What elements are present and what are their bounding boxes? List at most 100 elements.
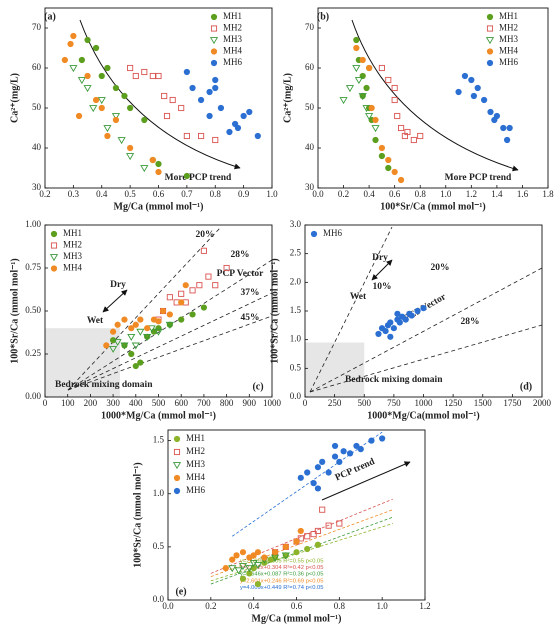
point	[83, 85, 92, 93]
point	[394, 112, 401, 120]
point	[402, 316, 409, 323]
point	[271, 549, 279, 556]
panel: 0.2 0.3 0.4 0.5 0.6 0.7 0.8 0.9 1.0 30 40 50 60 70 Mg/…	[9, 7, 278, 212]
y-tick-label: 3.0	[290, 219, 302, 229]
point	[92, 44, 100, 52]
y-tick-label: 50	[32, 102, 42, 112]
point	[372, 136, 379, 144]
legend-symbol	[173, 474, 181, 482]
point	[250, 552, 257, 559]
fit-equation: y=2.599x+0.005 R²=0.55 p<0.05	[240, 559, 323, 565]
point	[396, 319, 403, 326]
annotation: 20%	[431, 263, 450, 273]
point	[77, 77, 86, 85]
point	[234, 124, 242, 132]
fit-line	[210, 498, 394, 574]
y-tick-label: 0.25	[25, 348, 41, 358]
point	[240, 112, 247, 120]
point	[222, 565, 229, 572]
point	[137, 359, 144, 366]
point	[165, 321, 174, 329]
legend-symbol	[49, 254, 59, 262]
x-tick-label: 2000	[533, 398, 552, 408]
point	[97, 97, 106, 105]
point	[178, 316, 185, 323]
legend-label: MH2	[499, 23, 518, 33]
point	[271, 554, 279, 561]
legend-label: MH1	[186, 433, 205, 443]
point	[127, 104, 134, 112]
point	[144, 325, 151, 332]
legend-symbol	[50, 265, 58, 272]
ratio-line	[309, 226, 393, 393]
point	[166, 311, 173, 318]
point	[103, 342, 110, 349]
point	[354, 77, 363, 85]
x-tick-label: 500	[358, 398, 372, 408]
x-axis-label: Mg/Ca (mmol mol⁻¹)	[252, 613, 342, 624]
point	[89, 105, 98, 113]
point	[336, 520, 343, 527]
point	[297, 527, 304, 535]
point	[239, 575, 247, 582]
bedrock-domain	[305, 342, 365, 397]
x-tick-label: 800	[220, 398, 234, 408]
point	[281, 552, 290, 560]
point	[110, 337, 117, 344]
point	[408, 312, 415, 319]
annotation: 28%	[461, 317, 480, 327]
x-tick-label: 0.9	[238, 189, 250, 199]
point	[382, 327, 389, 335]
point	[378, 152, 385, 160]
y-tick-label: 0.75	[25, 262, 41, 272]
legend-symbol	[210, 48, 218, 55]
point	[189, 311, 196, 318]
point	[141, 116, 148, 124]
point	[504, 136, 511, 144]
x-tick-label: 1500	[474, 398, 493, 408]
legend-label: MH4	[63, 263, 83, 273]
arrow	[371, 259, 393, 281]
point	[149, 72, 156, 80]
x-tick-label: 0.8	[210, 189, 222, 199]
annotation: 20%	[196, 230, 215, 240]
point	[149, 156, 156, 164]
point	[282, 552, 289, 559]
point	[126, 153, 135, 161]
y-tick-label: 0.0	[153, 594, 165, 604]
panel-label: (e)	[175, 586, 186, 597]
point	[319, 506, 326, 513]
point	[143, 333, 152, 341]
legend-label: MH4	[499, 46, 519, 56]
point	[212, 136, 219, 144]
point	[226, 128, 233, 136]
x-tick-label: 1000	[263, 398, 282, 408]
point	[385, 156, 392, 164]
point	[282, 543, 289, 550]
point	[163, 112, 171, 120]
point	[362, 105, 371, 113]
point	[506, 124, 513, 132]
x-tick-label: 200	[84, 398, 98, 408]
annotation: 28%	[231, 250, 250, 260]
y-tick-label: 0.00	[25, 391, 41, 401]
point	[128, 325, 135, 332]
y-axis-label: 100*Sr/Ca (mmol mol⁻¹)	[132, 462, 143, 567]
point	[314, 485, 322, 492]
point	[358, 93, 367, 101]
legend-symbol	[210, 13, 218, 21]
point	[238, 563, 248, 571]
fit-equation: y=4.009x+0.449 R²=0.74 p<0.05	[240, 585, 323, 591]
y-tick-label: 1.00	[25, 219, 41, 229]
x-tick-label: 0.8	[415, 189, 427, 199]
x-tick-label: 0.4	[96, 189, 108, 199]
point	[166, 321, 173, 328]
x-tick-label: 0.0	[162, 601, 174, 611]
point	[140, 165, 149, 173]
fit-line	[210, 516, 394, 585]
point	[487, 108, 494, 116]
point	[246, 108, 253, 116]
fit-line	[232, 431, 383, 537]
point	[378, 144, 385, 152]
point	[144, 333, 151, 340]
